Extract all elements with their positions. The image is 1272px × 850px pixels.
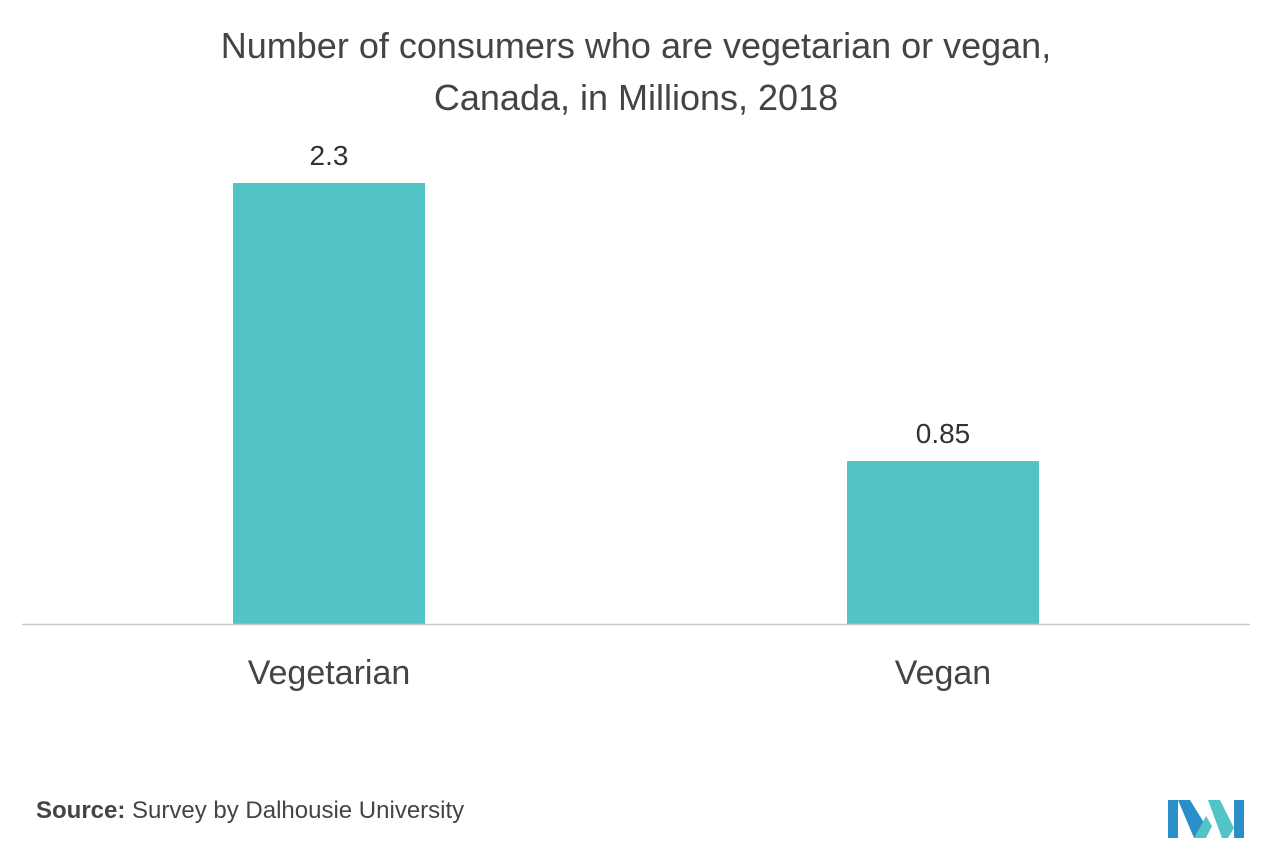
chart-title: Number of consumers who are vegetarian o… [0,20,1272,124]
value-label-vegan: 0.85 [916,418,971,449]
source-note: Source: Survey by Dalhousie University [36,797,464,825]
source-text: Survey by Dalhousie University [125,797,465,824]
category-label-vegetarian: Vegetarian [248,654,411,692]
chart-title-line-2: Canada, in Millions, 2018 [433,77,839,118]
bar-vegan [847,461,1039,624]
mordor-intelligence-logo-icon [1168,800,1244,838]
category-label-vegan: Vegan [895,654,991,692]
value-label-vegetarian: 2.3 [310,140,349,171]
bar-vegetarian [233,183,425,624]
source-label: Source: [36,797,126,824]
chart-title-line-1: Number of consumers who are vegetarian o… [220,25,1052,66]
